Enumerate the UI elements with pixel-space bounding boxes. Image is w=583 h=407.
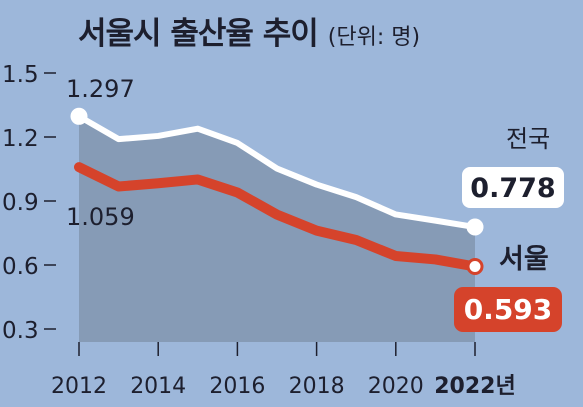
end-marker-national — [466, 218, 484, 236]
end-label-box-seoul — [454, 287, 562, 332]
band-fill — [79, 116, 475, 342]
x-tick-label: 2020 — [368, 374, 424, 399]
y-tick-label: 1.5 — [2, 62, 39, 88]
series-lines — [70, 107, 484, 275]
y-tick-label: 0.6 — [2, 254, 39, 280]
series-line-national — [76, 113, 478, 231]
start-marker-national — [70, 107, 88, 125]
x-tick-label: 2012 — [51, 374, 107, 399]
series-name-national: 전국 — [506, 125, 550, 153]
series-name-seoul: 서울 — [499, 244, 549, 275]
x-tick-label: 2016 — [209, 374, 265, 399]
y-tick-label: 0.3 — [2, 318, 39, 344]
start-label-seoul: 1.059 — [66, 203, 135, 231]
x-tick-label: 2014 — [130, 374, 186, 399]
title-row: 서울시 출산율 추이 (단위: 명) — [78, 8, 578, 53]
chart-title: 서울시 출산율 추이 — [78, 16, 319, 52]
end-label-box-national — [462, 167, 564, 208]
x-tick-label: 2022년 — [434, 374, 515, 399]
series-line-seoul — [74, 162, 480, 272]
end-label-seoul: 0.593 — [464, 293, 553, 326]
unit-label: (단위: 명) — [327, 25, 421, 50]
x-tick-label: 2018 — [289, 374, 345, 399]
end-marker-seoul — [466, 257, 484, 275]
y-tick-label: 0.9 — [2, 190, 39, 216]
end-label-national: 0.778 — [470, 173, 555, 204]
start-label-national: 1.297 — [66, 75, 135, 103]
y-tick-label: 1.2 — [2, 126, 39, 152]
band-area — [79, 116, 475, 342]
x-axis: 2012 2014 2016 2018 2020 2022년 — [51, 342, 516, 399]
y-axis: 1.5 1.2 0.9 0.6 0.3 — [2, 62, 56, 344]
